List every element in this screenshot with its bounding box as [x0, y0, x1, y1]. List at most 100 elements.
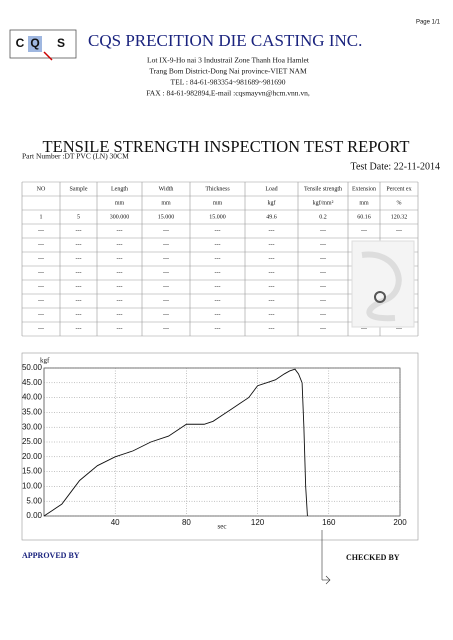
table-cell: ---: [320, 312, 326, 318]
table-cell: ---: [76, 298, 82, 304]
table-cell: ---: [117, 256, 123, 262]
y-tick-label: 5.00: [26, 496, 42, 505]
table-cell: ---: [117, 298, 123, 304]
table-cell: ---: [320, 326, 326, 332]
table-cell: ---: [163, 298, 169, 304]
table-cell: ---: [76, 242, 82, 248]
page-number: Page 1/1: [416, 20, 441, 26]
column-unit: mm: [115, 200, 125, 206]
table-cell: ---: [269, 228, 275, 234]
logo-block: [28, 36, 42, 52]
address-line: FAX : 84-61-982894,E-mail :cqsmayvn@hcm.…: [146, 89, 310, 98]
table-cell: ---: [38, 270, 44, 276]
table-cell: ---: [163, 326, 169, 332]
table-cell: ---: [215, 326, 221, 332]
y-axis-label: kgf: [40, 357, 50, 365]
marker-line: [321, 530, 331, 585]
y-tick-label: 25.00: [22, 437, 43, 446]
x-tick-label: 160: [322, 518, 336, 527]
table-cell: ---: [215, 242, 221, 248]
test-date: Test Date: 22-11-2014: [351, 161, 440, 172]
address-line: Lot IX-9-Ho nai 3 Industrail Zone Thanh …: [147, 56, 310, 65]
table-cell: ---: [117, 312, 123, 318]
chart: 0.00 5.00 10.00 15.00 20.00 25.00 30.00 35.00 40…: [22, 357, 407, 531]
table-cell: 15.000: [209, 214, 226, 220]
y-tick-label: 30.00: [22, 422, 43, 431]
y-tick-label: 15.00: [22, 467, 43, 476]
table-cell: ---: [117, 270, 123, 276]
table-cell: ---: [38, 228, 44, 234]
x-tick-label: 80: [182, 518, 191, 527]
table-cell: ---: [76, 284, 82, 290]
table-cell: ---: [163, 312, 169, 318]
checked-by: CHECKED BY: [346, 553, 400, 562]
column-header: Load: [265, 186, 277, 192]
table-cell: ---: [76, 312, 82, 318]
table-cell: ---: [76, 326, 82, 332]
table-cell: ---: [76, 228, 82, 234]
table-cell: ---: [117, 284, 123, 290]
table-cell: ---: [269, 284, 275, 290]
table-cell: ---: [38, 326, 44, 332]
table-cell: ---: [320, 298, 326, 304]
address-line: TEL : 84-61-983354~981689~981690: [171, 78, 286, 87]
y-tick-label: 40.00: [22, 393, 43, 402]
approved-by: APPROVED BY: [22, 551, 80, 560]
table-cell: ---: [215, 256, 221, 262]
x-tick-label: 120: [251, 518, 265, 527]
table-cell: ---: [269, 256, 275, 262]
column-header: Thickness: [205, 186, 230, 192]
table-cell: ---: [163, 256, 169, 262]
table-cell: ---: [269, 242, 275, 248]
table-cell: ---: [320, 284, 326, 290]
data-line: [43, 368, 308, 517]
table-cell: ---: [163, 270, 169, 276]
part-number: Part Number :DT PVC (LN) 30CM: [22, 152, 129, 161]
column-unit: mm: [359, 200, 369, 206]
table-cell: ---: [215, 284, 221, 290]
logo-letter: Q: [30, 36, 39, 50]
table-cell: ---: [38, 256, 44, 262]
table-cell: ---: [76, 256, 82, 262]
x-tick-label: 200: [393, 518, 407, 527]
table-cell: ---: [38, 298, 44, 304]
table-cell: ---: [269, 298, 275, 304]
column-header: Tensile strength: [304, 186, 342, 192]
table-cell: 49.6: [266, 214, 277, 220]
column-unit: mm: [213, 200, 223, 206]
y-tick-label: 0.00: [26, 511, 42, 520]
y-tick-label: 50.00: [22, 363, 43, 372]
column-header: Width: [159, 186, 174, 192]
table-cell: ---: [38, 242, 44, 248]
company-name: CQS PRECITION DIE CASTING INC.: [88, 31, 362, 50]
table-cell: 1: [40, 214, 43, 220]
table-cell: 0.2: [319, 214, 327, 220]
logo-stroke: [43, 51, 53, 61]
column-unit: kgf/mm²: [313, 199, 334, 206]
report-title: TENSILE STRENGTH INSPECTION TEST REPORT: [43, 137, 410, 156]
table-cell: ---: [215, 312, 221, 318]
table-cell: ---: [76, 270, 82, 276]
table-cell: ---: [117, 326, 123, 332]
table-cell: ---: [320, 270, 326, 276]
table-cell: ---: [215, 228, 221, 234]
column-header: NO: [37, 186, 46, 192]
table-cell: ---: [396, 228, 402, 234]
y-tick-label: 20.00: [22, 452, 43, 461]
x-tick-label: 40: [111, 518, 120, 527]
table-cell: 300.000: [110, 214, 130, 220]
table-cell: ---: [117, 242, 123, 248]
column-header: Length: [111, 186, 128, 192]
y-tick-label: 35.00: [22, 408, 43, 417]
table-cell: ---: [117, 228, 123, 234]
sample-photo: [351, 240, 415, 328]
table-cell: 60.16: [357, 214, 371, 220]
table-cell: ---: [163, 242, 169, 248]
chart-frame: [21, 352, 419, 541]
table-cell: ---: [396, 326, 402, 332]
address-line: Trang Bom District-Dong Nai province-VIE…: [149, 67, 307, 76]
column-header: Sample: [70, 186, 88, 192]
table-cell: ---: [215, 298, 221, 304]
logo-frame: [9, 29, 77, 59]
